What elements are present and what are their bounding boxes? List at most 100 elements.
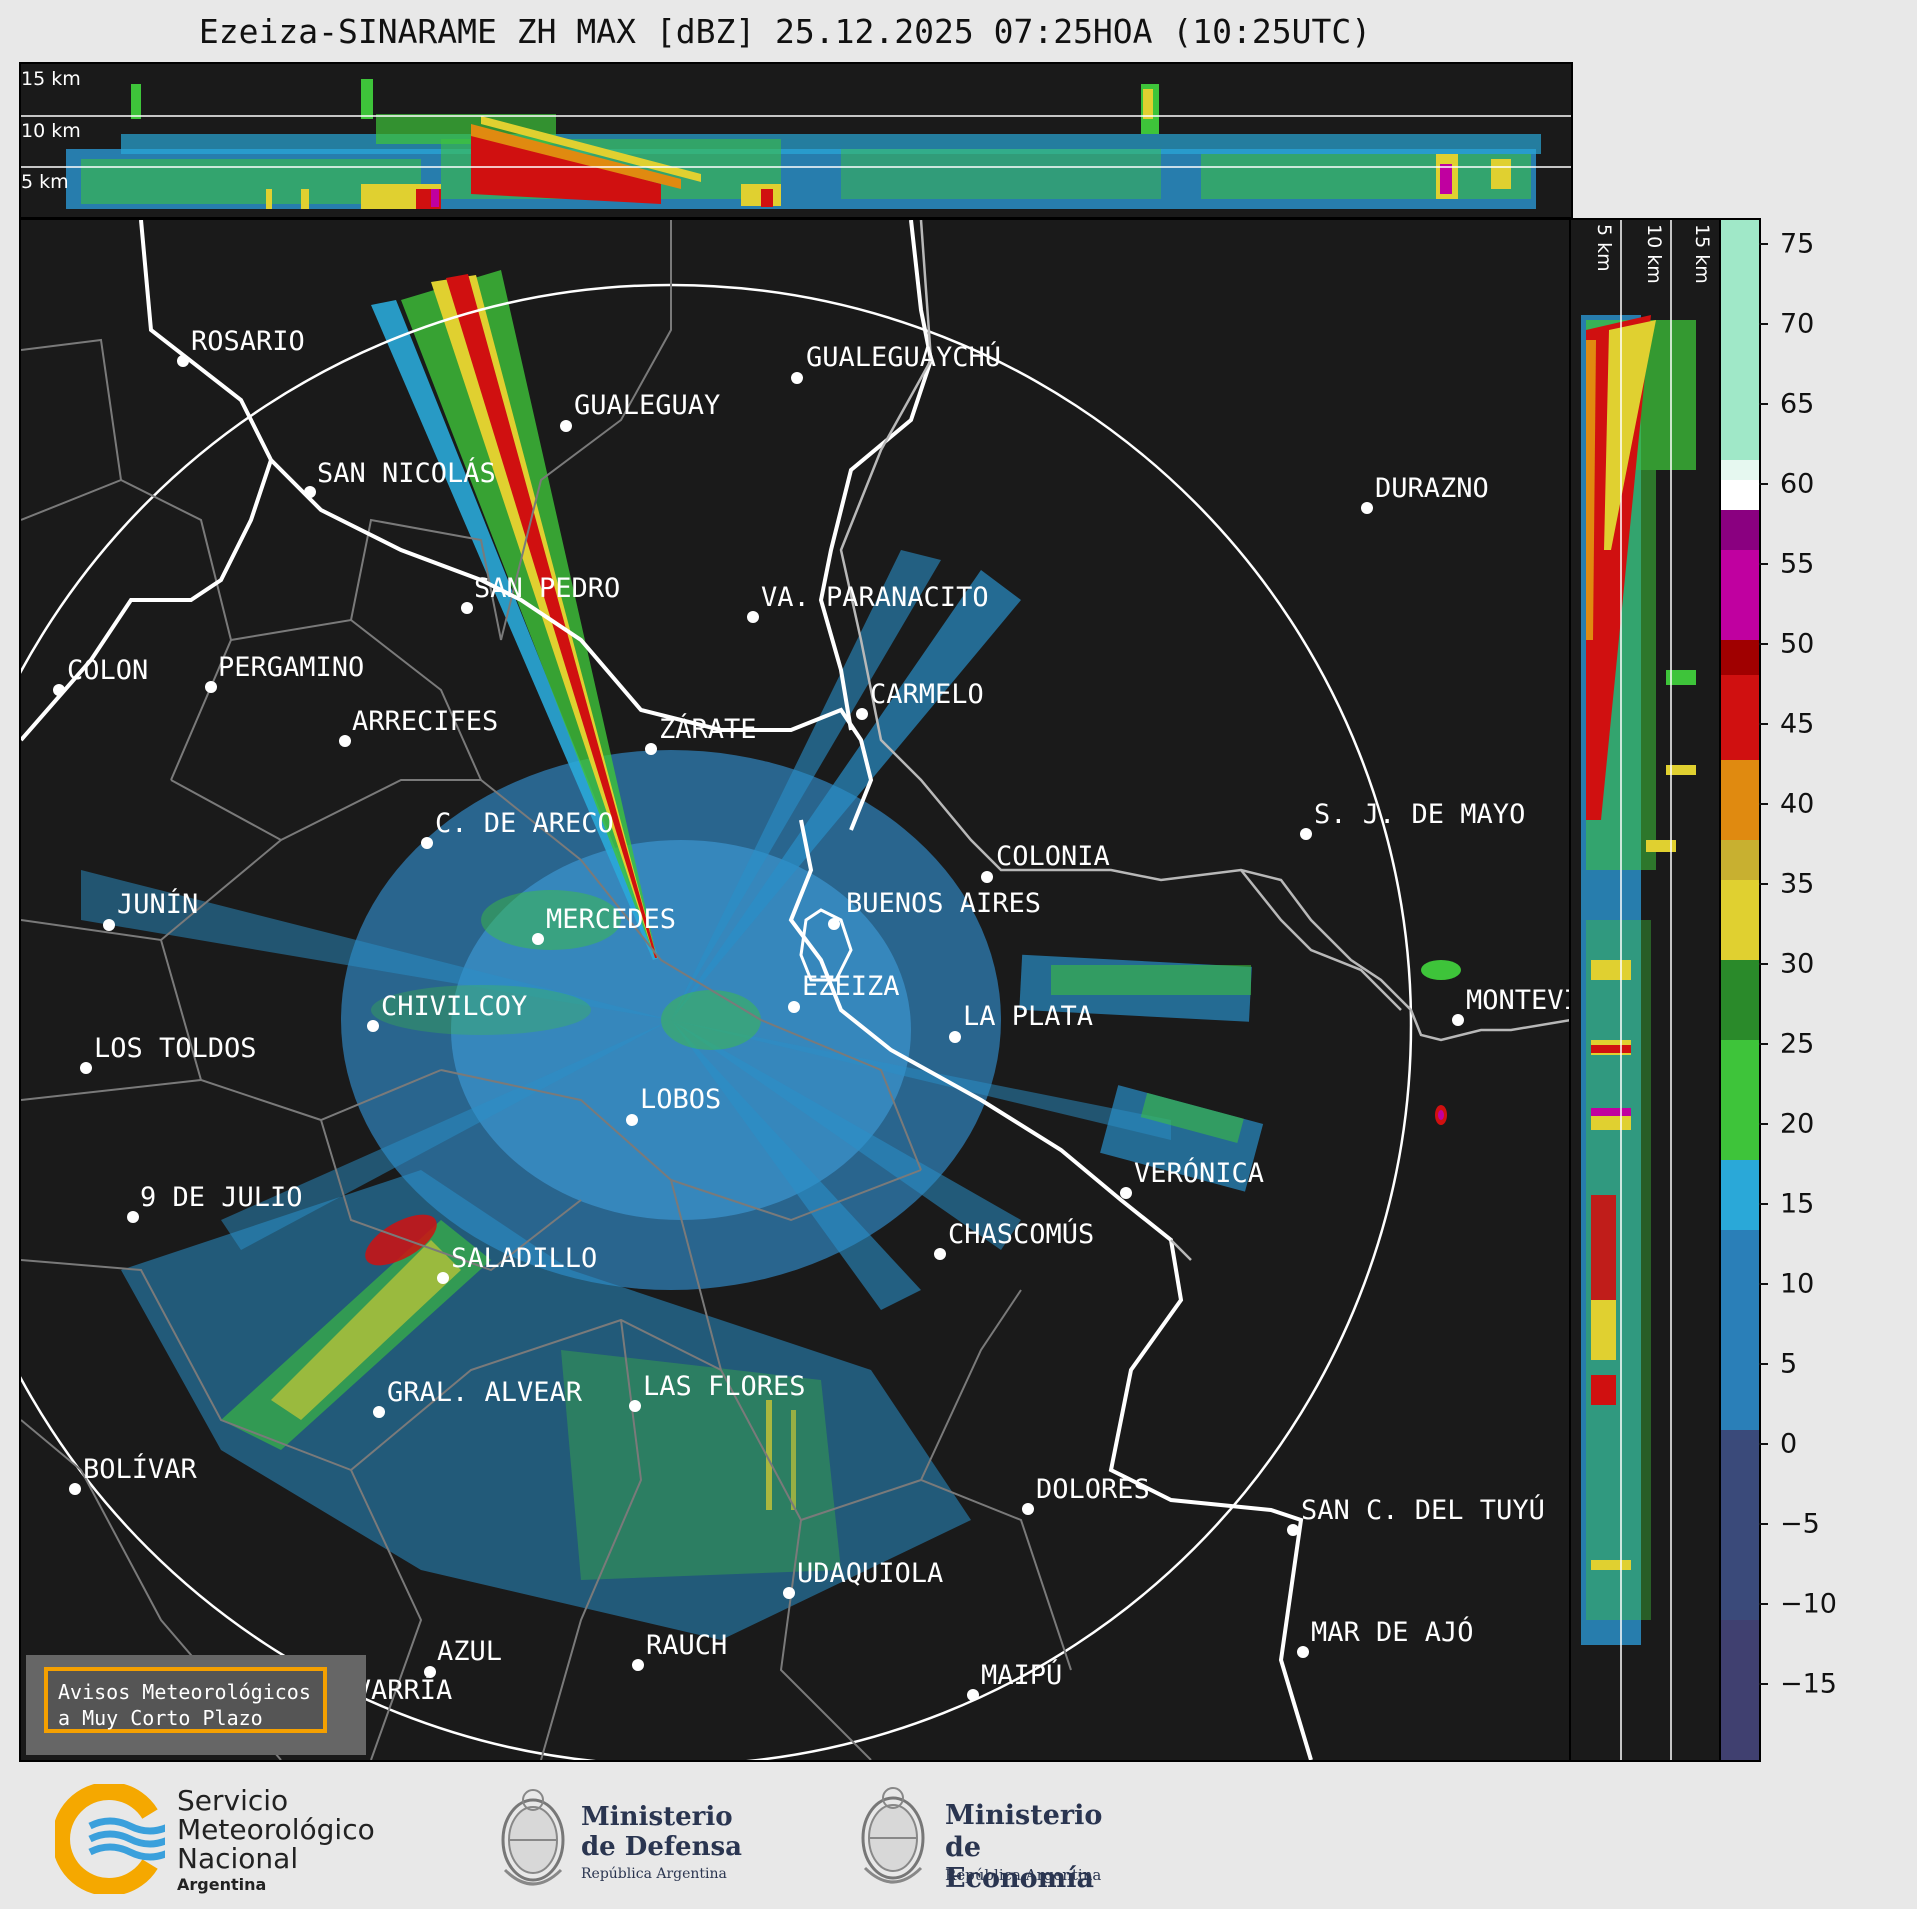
country-borders xyxy=(21,220,1313,1760)
place-dot-rauch xyxy=(632,1659,644,1671)
argentina-shield-icon xyxy=(861,1787,925,1884)
place-label: C. DE ARECO xyxy=(435,808,614,839)
top-5km-label: 5 km xyxy=(21,171,69,193)
top-cross-section-plot xyxy=(21,79,1571,209)
uruguay-echoes xyxy=(1019,954,1461,1192)
smn-name-line1: Servicio xyxy=(177,1784,289,1817)
place-dot-mercedes xyxy=(532,933,544,945)
place-label: MAIPÚ xyxy=(981,1659,1062,1691)
place-label: CARMELO xyxy=(870,679,984,710)
place-dot-colonia xyxy=(981,871,993,883)
place-label: LAS FLORES xyxy=(643,1371,806,1402)
place-labels: ROSARIO GUALEGUAYCHÚ GUALEGUAY SAN NICOL… xyxy=(67,326,1571,1706)
buenos-aires-outline xyxy=(799,908,853,982)
place-dot-gral-alvear xyxy=(373,1406,385,1418)
place-dot-sj-de-mayo xyxy=(1300,828,1312,840)
place-label: ZÁRATE xyxy=(659,713,757,745)
place-label: GUALEGUAY xyxy=(574,390,720,421)
place-label: DOLORES xyxy=(1036,1474,1150,1505)
top-strong-echoes xyxy=(266,89,1511,209)
place-dot-la-plata xyxy=(949,1031,961,1043)
place-dot-va-paranacito xyxy=(747,611,759,623)
place-dot-buenos-aires xyxy=(828,918,840,930)
colorbar-tick-label: 25 xyxy=(1780,1028,1815,1060)
place-dot-dolores xyxy=(1022,1503,1034,1515)
place-label: 9 DE JULIO xyxy=(140,1182,303,1213)
place-dot-udaquiola xyxy=(783,1587,795,1599)
footer: Servicio Meteorológico Nacional Argentin… xyxy=(0,1762,1917,1909)
defensa-line2: de Defensa xyxy=(581,1832,742,1862)
economia-line2: de Economía xyxy=(945,1832,1094,1894)
place-dot-chivilcoy xyxy=(367,1020,379,1032)
place-dot-mar-de-ajo xyxy=(1297,1646,1309,1658)
place-label: CHASCOMÚS xyxy=(948,1218,1094,1250)
top-cross-section-panel: 15 km 10 km 5 km xyxy=(19,62,1573,219)
place-label: EZEIZA xyxy=(802,971,900,1002)
uruguay-borders xyxy=(839,220,1571,1261)
radar-map: ROSARIO GUALEGUAYCHÚ GUALEGUAY SAN NICOL… xyxy=(21,220,1571,1760)
place-dot-san-c-del-tuyu xyxy=(1287,1524,1299,1536)
right-strong-echoes xyxy=(1586,315,1656,1570)
colorbar-tick xyxy=(1759,323,1768,325)
place-dot-san-nicolas xyxy=(304,486,316,498)
smn-logo[interactable]: Servicio Meteorológico Nacional Argentin… xyxy=(55,1784,395,1894)
colorbar-tick-label: 60 xyxy=(1780,468,1815,500)
right-10km-label: 10 km xyxy=(1643,224,1665,284)
place-label: VERÓNICA xyxy=(1134,1157,1264,1189)
right-cross-section-panel: 5 km 10 km 15 km xyxy=(1569,218,1721,1762)
place-dot-junin xyxy=(103,919,115,931)
colorbar-tick xyxy=(1759,1123,1768,1125)
colorbar xyxy=(1719,218,1761,1762)
place-dot-ezeiza xyxy=(788,1001,800,1013)
radar-map-panel: ROSARIO GUALEGUAYCHÚ GUALEGUAY SAN NICOL… xyxy=(19,218,1573,1762)
economia-line1: Ministerio xyxy=(945,1800,1103,1831)
place-label: SAN PEDRO xyxy=(474,573,620,604)
place-label: BOLÍVAR xyxy=(83,1453,198,1485)
place-dot-rosario xyxy=(177,355,189,367)
smn-name-line4: Argentina xyxy=(177,1875,267,1894)
smn-name-line2: Meteorológico xyxy=(177,1813,375,1846)
place-label: LOS TOLDOS xyxy=(94,1033,257,1064)
place-dot-lobos xyxy=(626,1114,638,1126)
colorbar-tick-label: 35 xyxy=(1780,868,1815,900)
defensa-line1: Ministerio xyxy=(581,1802,733,1832)
place-label: GUALEGUAYCHÚ xyxy=(806,341,1001,373)
place-label: ARRECIFES xyxy=(352,706,498,737)
place-label: UDAQUIOLA xyxy=(797,1558,943,1589)
place-dot-las-flores xyxy=(629,1400,641,1412)
colorbar-tick xyxy=(1759,723,1768,725)
place-markers xyxy=(53,355,1464,1716)
colorbar-tick xyxy=(1759,1363,1768,1365)
place-label: SALADILLO xyxy=(451,1243,597,1274)
warning-box[interactable]: Avisos Meteorológicos a Muy Corto Plazo xyxy=(26,1655,366,1755)
colorbar-tick-label: 0 xyxy=(1780,1428,1798,1460)
colorbar-tick xyxy=(1759,1203,1768,1205)
colorbar-tick-label: 20 xyxy=(1780,1108,1815,1140)
place-label: JUNÍN xyxy=(117,888,198,920)
colorbar-tick-label: −5 xyxy=(1780,1508,1820,1540)
colorbar-tick xyxy=(1759,403,1768,405)
economia-logo[interactable]: Ministerio de Economía República Argenti… xyxy=(855,1778,1115,1898)
colorbar-tick xyxy=(1759,243,1768,245)
place-label: S. J. DE MAYO xyxy=(1314,799,1525,830)
colorbar-tick xyxy=(1759,963,1768,965)
place-label: MAR DE AJÓ xyxy=(1311,1616,1474,1648)
colorbar-tick xyxy=(1759,563,1768,565)
place-dot-saladillo xyxy=(437,1272,449,1284)
argentina-shield-icon xyxy=(501,1789,565,1886)
place-label: AZUL xyxy=(437,1636,502,1667)
place-label: GRAL. ALVEAR xyxy=(387,1377,583,1408)
place-label: SAN C. DEL TUYÚ xyxy=(1301,1494,1545,1526)
warning-box-inner: Avisos Meteorológicos a Muy Corto Plazo xyxy=(44,1667,327,1733)
colorbar-tick xyxy=(1759,1283,1768,1285)
place-label: PERGAMINO xyxy=(218,652,364,683)
colorbar-tick xyxy=(1759,1443,1768,1445)
colorbar-tick xyxy=(1759,883,1768,885)
defensa-logo[interactable]: Ministerio de Defensa República Argentin… xyxy=(495,1780,755,1900)
colorbar-tick-label: 15 xyxy=(1780,1188,1815,1220)
right-5km-label: 5 km xyxy=(1593,224,1615,272)
place-dot-maipu xyxy=(967,1689,979,1701)
colorbar-tick xyxy=(1759,483,1768,485)
colorbar-tick-label: 40 xyxy=(1780,788,1815,820)
colorbar-gradient xyxy=(1721,220,1759,1760)
